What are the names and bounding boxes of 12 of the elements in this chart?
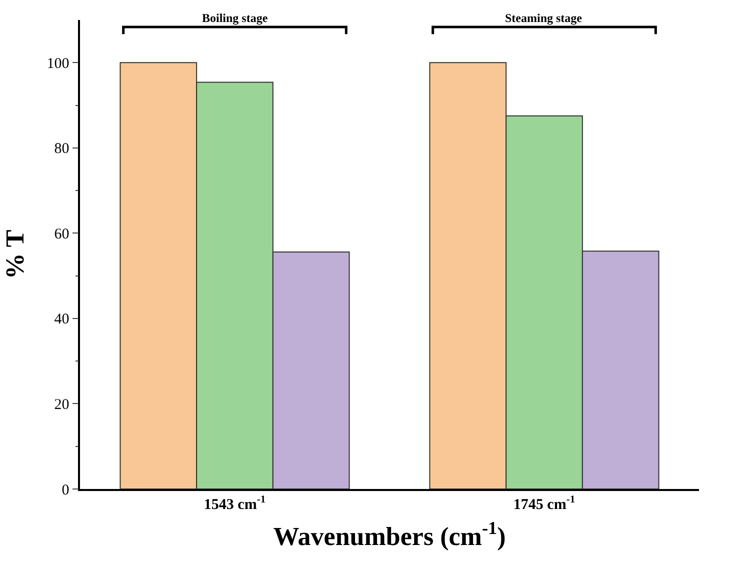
y-tick-label: 80 — [54, 141, 70, 158]
x-tick-label: 1543 cm$^{-1}$ — [204, 494, 266, 513]
y-tick-label: 40 — [54, 312, 70, 328]
y-tick-label: 60 — [54, 226, 70, 242]
y-tick-label: 20 — [54, 396, 70, 413]
y-axis-title: % T — [0, 230, 30, 280]
annotation: Boiling stage — [202, 11, 268, 25]
x-tick-label: 1745 cm$^{-1}$ — [513, 494, 576, 513]
x-axis-title: Wavenumbers (cm$^{-1}$) — [273, 518, 506, 551]
y-tick-label: 0 — [62, 482, 70, 498]
annotation: Steaming stage — [505, 11, 583, 25]
y-tick-label: 100 — [46, 56, 70, 72]
